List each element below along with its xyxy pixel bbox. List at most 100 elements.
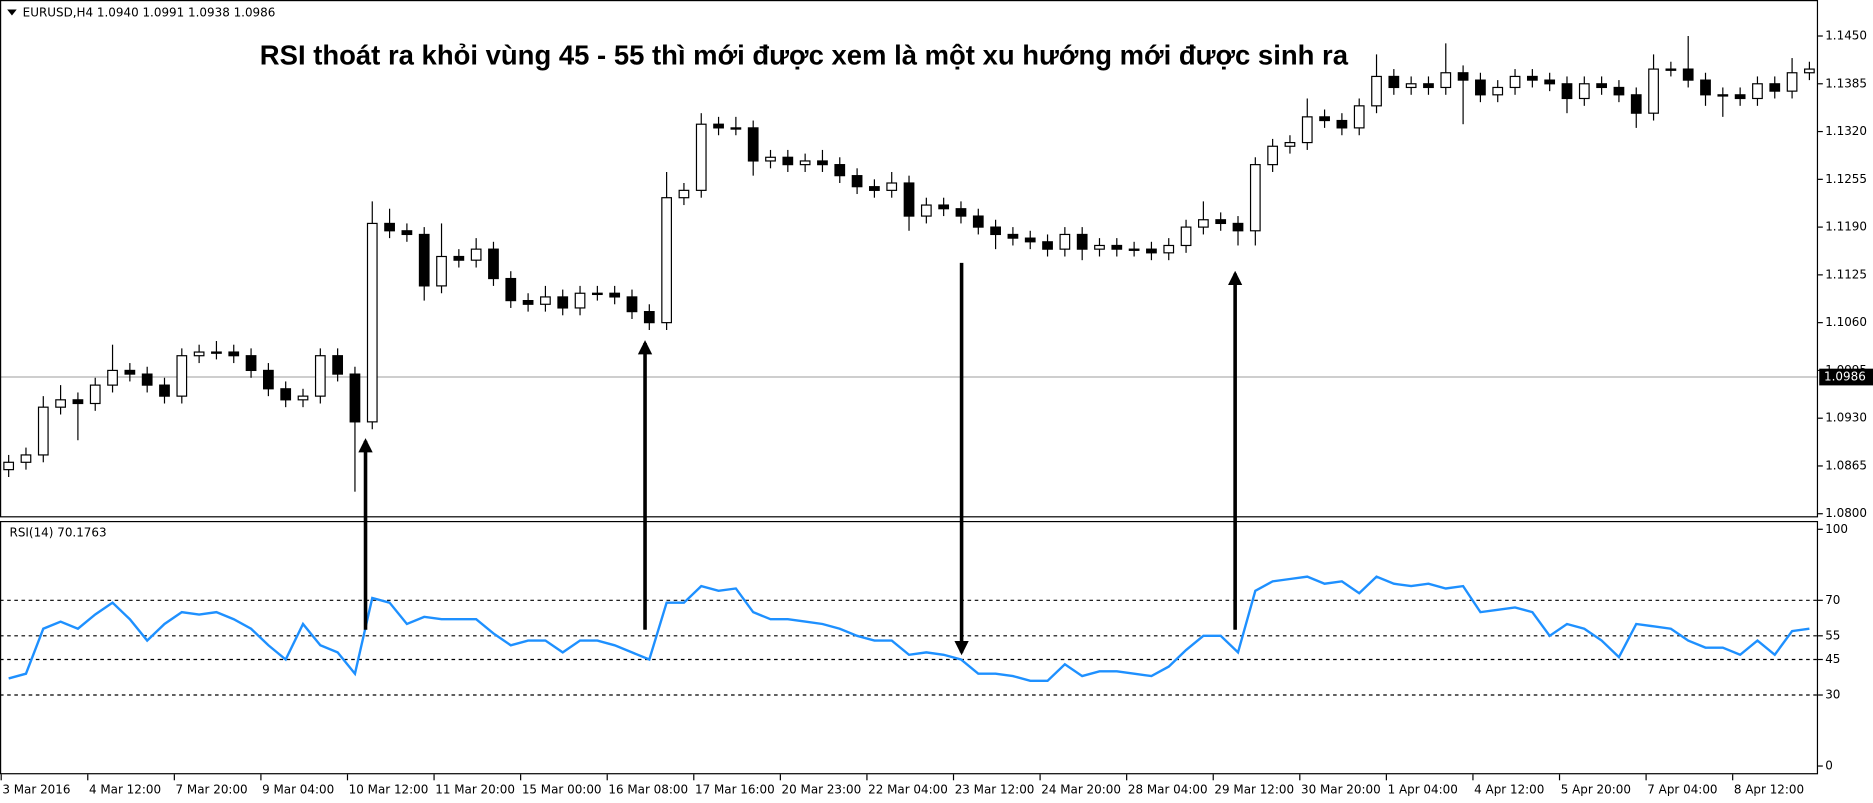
candle-body [799, 160, 811, 166]
y-tick-label: 1.1255 [1825, 172, 1867, 186]
candle-body [1024, 237, 1036, 243]
current-price-label: 1.0986 [1824, 370, 1866, 384]
candle-body [1059, 233, 1071, 250]
x-tick-label: 28 Mar 04:00 [1128, 782, 1208, 796]
candle-body [37, 406, 49, 456]
candle-body [1284, 141, 1296, 147]
x-tick-label: 8 Apr 12:00 [1734, 782, 1804, 796]
candle-body [1475, 79, 1486, 96]
rsi-label: RSI(14) 70.1763 [10, 525, 107, 539]
candle-body [1561, 83, 1573, 100]
candle-body [314, 355, 326, 397]
candle-body [626, 296, 638, 313]
candle-body [540, 296, 551, 305]
candle-body [591, 292, 603, 296]
candle-body [955, 208, 967, 217]
candle-body [176, 355, 188, 397]
candle-body [1094, 244, 1105, 250]
candle-body [505, 277, 517, 302]
y-tick-label: 100 [1825, 522, 1848, 536]
candle-body [453, 255, 465, 261]
y-tick-label: 1.0930 [1825, 411, 1867, 425]
y-tick-label: 1.0800 [1825, 506, 1867, 520]
plot-area: 1.1450 1.1385 1.1320 1.1255 1.1190 1.1125 1.10… [0, 29, 1873, 796]
candle-body [159, 384, 170, 397]
candle-body [332, 355, 344, 375]
candle-body [1769, 83, 1781, 92]
candle-body [643, 311, 655, 324]
candle-body [1682, 68, 1694, 81]
candle-body [141, 373, 153, 386]
candle-body [1111, 244, 1123, 250]
candle-body [228, 351, 240, 357]
candle-body [1700, 79, 1711, 96]
candle-body [1215, 219, 1227, 225]
candle-body [1786, 72, 1798, 92]
candle-body [1301, 116, 1313, 144]
y-tick-label: 1.1125 [1825, 267, 1867, 281]
candle-body [609, 292, 621, 298]
candle-body [886, 182, 898, 191]
y-tick-label: 1.1320 [1825, 124, 1867, 138]
candle-body [817, 160, 828, 166]
candle-body [20, 454, 32, 463]
candle-body [1336, 119, 1348, 129]
candle-body [695, 123, 707, 191]
candle-body [1457, 72, 1469, 81]
candle-body [72, 399, 84, 405]
candle-body [903, 182, 915, 217]
candle-body [1007, 233, 1019, 239]
candle-body [1319, 116, 1330, 122]
candle-body [3, 461, 15, 471]
candle-body [107, 369, 118, 386]
candle-body [55, 399, 66, 408]
y-tick-label: 45 [1825, 652, 1840, 666]
candle-body [1249, 164, 1261, 232]
candle-body [1509, 75, 1521, 89]
candle-body [661, 197, 672, 324]
candle-body [713, 123, 724, 129]
candle-body [1492, 86, 1504, 96]
menu-triangle[interactable] [7, 9, 17, 16]
x-tick-label: 7 Apr 04:00 [1647, 782, 1717, 796]
rsi-panel-frame [0, 520, 1819, 775]
price-panel-frame [0, 0, 1819, 518]
candle-body [1526, 75, 1538, 81]
chart-title: RSI thoát ra khỏi vùng 45 - 55 thì mới đ… [260, 40, 1349, 71]
candle-body [1544, 79, 1556, 85]
y-tick-label: 1.1190 [1825, 220, 1867, 234]
candle-body [1734, 94, 1746, 100]
candle-body [990, 226, 1001, 236]
x-tick-label: 17 Mar 16:00 [695, 782, 775, 796]
candle-body [1180, 226, 1192, 247]
candle-body [1146, 248, 1157, 254]
candle-body [1353, 105, 1365, 129]
x-tick-label: 4 Mar 12:00 [89, 782, 161, 796]
x-tick-label: 15 Mar 00:00 [522, 782, 602, 796]
candle-body [1630, 94, 1642, 114]
candle-body [1804, 68, 1815, 74]
candle-body [574, 292, 586, 309]
candle-body [1440, 72, 1452, 89]
candle-body [1267, 145, 1279, 166]
candle-body [436, 255, 447, 287]
candle-body [89, 384, 101, 405]
candle-body [1665, 68, 1677, 71]
x-tick-label: 5 Apr 20:00 [1561, 782, 1631, 796]
x-tick-label: 29 Mar 12:00 [1214, 782, 1294, 796]
y-tick-label: 1.0865 [1825, 458, 1867, 472]
candle-body [263, 369, 274, 390]
x-tick-label: 30 Mar 20:00 [1301, 782, 1381, 796]
candle-body [1232, 222, 1244, 232]
chart-header: EURUSD,H4 1.0940 1.0991 1.0938 1.0986 [23, 6, 276, 20]
candle-body [1042, 241, 1053, 250]
candle-body [488, 248, 499, 280]
candle-body [349, 373, 361, 423]
candle-body [245, 355, 257, 372]
candle-body [1752, 83, 1763, 100]
candle-body [1198, 219, 1209, 228]
x-tick-label: 24 Mar 20:00 [1041, 782, 1121, 796]
candle-body [1405, 83, 1417, 89]
